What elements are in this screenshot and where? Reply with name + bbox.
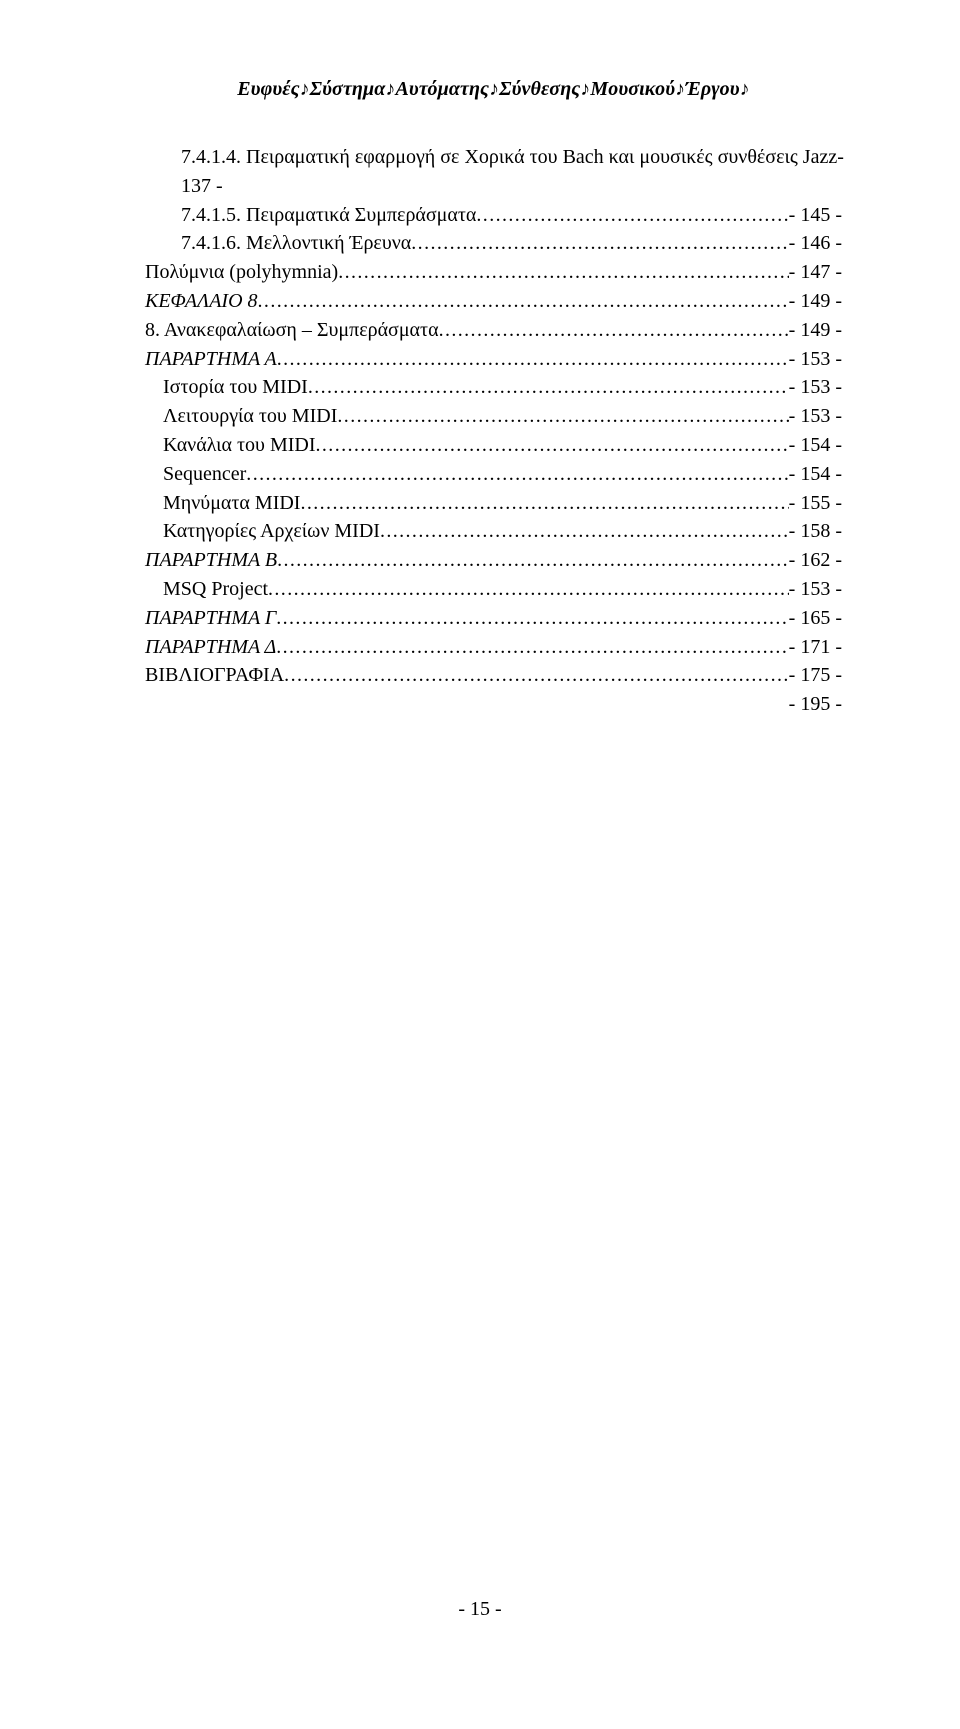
toc-leader-dots (439, 316, 789, 345)
toc-page: - 153 - (789, 402, 842, 431)
toc-label: MSQ Project (163, 575, 268, 604)
toc-page: - 153 - (789, 575, 842, 604)
toc-entry: ΠΑΡΑΡΤΗΜΑ Δ - 171 - (145, 633, 842, 662)
toc-entry: ΠΑΡΑΡΤΗΜΑ Β - 162 - (145, 546, 842, 575)
toc-page: - (837, 143, 844, 172)
toc-entry: Κατηγορίες Αρχείων MIDI - 158 - (145, 517, 842, 546)
toc-page: - 158 - (789, 517, 842, 546)
toc-entry: 7.4.1.6. Μελλοντική Έρευνα - 146 - (145, 229, 842, 258)
toc-entry: 7.4.1.5. Πειραματικά Συμπεράσματα - 145 - (145, 201, 842, 230)
toc-entry-final: - 195 - (145, 690, 842, 719)
toc-label: Λειτουργία του MIDI (163, 402, 337, 431)
toc-leader-dots (276, 633, 788, 662)
toc-page: - 153 - (789, 373, 842, 402)
toc-leader-dots (308, 373, 789, 402)
toc-leader-dots (380, 517, 789, 546)
toc-label: 8. Ανακεφαλαίωση – Συμπεράσματα (145, 316, 439, 345)
toc-entry: Πολύμνια (polyhymnia) - 147 - (145, 258, 842, 287)
toc-label: ΠΑΡΑΡΤΗΜΑ Δ (145, 633, 276, 662)
toc-label: Κανάλια του MIDI (163, 431, 316, 460)
toc-entry: ΠΑΡΑΡΤΗΜΑ Γ - 165 - (145, 604, 842, 633)
toc-entry: 8. Ανακεφαλαίωση – Συμπεράσματα - 149 - (145, 316, 842, 345)
toc-entry: Ιστορία του MIDI - 153 - (145, 373, 842, 402)
toc-leader-dots (277, 546, 789, 575)
toc-leader-dots (276, 604, 788, 633)
toc-page: - 162 - (789, 546, 842, 575)
document-page: Ευφυές♪Σύστημα♪Αυτόματης♪Σύνθεσης♪Μουσικ… (0, 0, 960, 1729)
toc-entry: ΚΕΦΑΛΑΙΟ 8 - 149 - (145, 287, 842, 316)
toc-leader-dots (284, 661, 789, 690)
toc-leader-dots (258, 287, 789, 316)
toc-page: - 154 - (789, 460, 842, 489)
toc-leader-dots (268, 575, 789, 604)
toc-label: Πολύμνια (polyhymnia) (145, 258, 338, 287)
toc-label: ΚΕΦΑΛΑΙΟ 8 (145, 287, 258, 316)
toc-entry: ΠΑΡΑΡΤΗΜΑ Α - 153 - (145, 345, 842, 374)
toc-leader-dots (246, 460, 788, 489)
toc-label: ΠΑΡΑΡΤΗΜΑ Γ (145, 604, 276, 633)
header-title: Ευφυές♪Σύστημα♪Αυτόματης♪Σύνθεσης♪Μουσικ… (237, 78, 750, 100)
toc-entry: ΒΙΒΛΙΟΓΡΑΦΙΑ - 175 - (145, 661, 842, 690)
toc-page: - 146 - (789, 229, 842, 258)
toc-page: - 154 - (789, 431, 842, 460)
toc-page: - 147 - (789, 258, 842, 287)
toc-label: 7.4.1.4. Πειραματική εφαρμογή σε Χορικά … (181, 143, 837, 172)
toc-leader-dots (411, 229, 788, 258)
table-of-contents: 7.4.1.4. Πειραματική εφαρμογή σε Χορικά … (145, 143, 842, 719)
toc-label: Κατηγορίες Αρχείων MIDI (163, 517, 380, 546)
toc-label: 7.4.1.6. Μελλοντική Έρευνα (181, 229, 411, 258)
toc-page: - 165 - (789, 604, 842, 633)
toc-leader-dots (337, 402, 788, 431)
toc-label: Μηνύματα MIDI (163, 489, 300, 518)
toc-wrap-text: 137 - (181, 172, 223, 201)
toc-page: - 153 - (789, 345, 842, 374)
toc-entry: Μηνύματα MIDI - 155 - (145, 489, 842, 518)
toc-leader-dots (277, 345, 789, 374)
toc-page: - 155 - (789, 489, 842, 518)
toc-entry: Λειτουργία του MIDI - 153 - (145, 402, 842, 431)
toc-label: ΠΑΡΑΡΤΗΜΑ Α (145, 345, 277, 374)
toc-entry-wrap: 137 - (145, 172, 842, 201)
toc-page: - 149 - (789, 287, 842, 316)
toc-entry: 7.4.1.4. Πειραματική εφαρμογή σε Χορικά … (145, 143, 842, 172)
toc-entry: MSQ Project - 153 - (145, 575, 842, 604)
toc-entry: Sequencer - 154 - (145, 460, 842, 489)
toc-label: Ιστορία του MIDI (163, 373, 308, 402)
toc-page: - 171 - (789, 633, 842, 662)
page-header: Ευφυές♪Σύστημα♪Αυτόματης♪Σύνθεσης♪Μουσικ… (145, 78, 842, 101)
toc-leader-dots (338, 258, 788, 287)
toc-label: ΠΑΡΑΡΤΗΜΑ Β (145, 546, 277, 575)
toc-label: ΒΙΒΛΙΟΓΡΑΦΙΑ (145, 661, 284, 690)
page-footer: - 15 - (0, 1598, 960, 1621)
page-number: - 15 - (458, 1598, 501, 1620)
toc-leader-dots (476, 201, 788, 230)
toc-leader-dots (300, 489, 788, 518)
toc-entry: Κανάλια του MIDI - 154 - (145, 431, 842, 460)
toc-leader-dots (316, 431, 789, 460)
toc-page: - 149 - (789, 316, 842, 345)
toc-page: - 175 - (789, 661, 842, 690)
toc-label: Sequencer (163, 460, 246, 489)
toc-page: - 195 - (789, 690, 842, 719)
toc-label: 7.4.1.5. Πειραματικά Συμπεράσματα (181, 201, 476, 230)
toc-page: - 145 - (789, 201, 842, 230)
